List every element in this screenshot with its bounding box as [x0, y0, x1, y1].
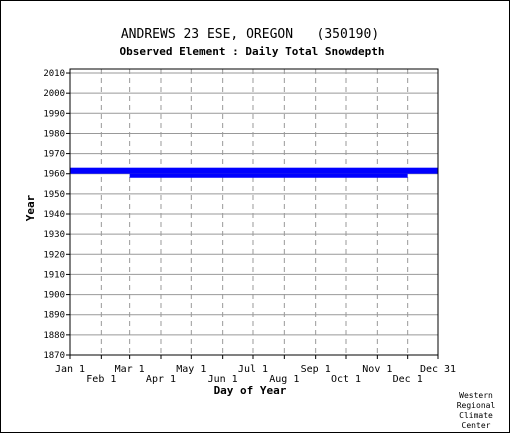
- y-tick-label: 1950: [43, 190, 65, 200]
- credit-line: Center: [462, 421, 491, 430]
- x-tick-label: Jan 1: [55, 364, 85, 375]
- credit-line: Regional: [457, 401, 496, 410]
- data-bar: [70, 167, 438, 174]
- y-tick-label: 1890: [43, 311, 65, 321]
- y-tick-label: 2000: [43, 89, 65, 99]
- data-bar: [129, 173, 408, 178]
- grid: [70, 69, 438, 356]
- x-tick-label: Aug 1: [269, 374, 299, 385]
- x-tick-label: May 1: [176, 364, 206, 375]
- y-tick-label: 1920: [43, 250, 65, 260]
- data-bars: [70, 167, 438, 178]
- x-tick-label: Dec 31: [420, 364, 456, 375]
- x-tick-label: Nov 1: [362, 364, 392, 375]
- y-tick-label: 1970: [43, 150, 65, 160]
- x-tick-label: Dec 1: [393, 374, 423, 385]
- plot-area: [69, 68, 439, 356]
- y-tick-label: 1990: [43, 109, 65, 119]
- x-axis-label: Day of Year: [214, 384, 287, 397]
- y-tick-label: 1910: [43, 270, 65, 280]
- y-tick-label: 1980: [43, 129, 65, 139]
- x-tick-label: Oct 1: [331, 374, 361, 385]
- y-tick-label: 1960: [43, 170, 65, 180]
- y-tick-label: 1930: [43, 230, 65, 240]
- x-tick-label: Apr 1: [146, 374, 176, 385]
- chart-title: ANDREWS 23 ESE, OREGON (350190): [121, 27, 379, 42]
- chart-subtitle: Observed Element : Daily Total Snowdepth: [120, 45, 385, 58]
- y-tick-label: 1870: [43, 351, 65, 361]
- x-tick-label: Feb 1: [86, 374, 116, 385]
- credit-block: Western Regional Climate Center: [457, 391, 496, 430]
- y-tick-label: 1900: [43, 291, 65, 301]
- credit-line: Climate: [459, 411, 493, 420]
- x-tick-label: Mar 1: [115, 364, 145, 375]
- x-tick-label: Sep 1: [301, 364, 331, 375]
- x-tick-label: Jul 1: [238, 364, 268, 375]
- credit-line: Western: [459, 391, 493, 400]
- x-axis-ticks: Jan 1 Mar 1 May 1 Jul 1 Sep 1 Nov 1 Dec 31 Feb …: [55, 355, 456, 385]
- y-axis-label: Year: [24, 194, 37, 221]
- y-tick-label: 2010: [43, 69, 65, 79]
- y-axis-ticks: 1870 1880 1890 1900 1910 1920 1930 1940 1950 1960…: [43, 69, 70, 361]
- y-tick-label: 1940: [43, 210, 65, 220]
- x-tick-label: Jun 1: [208, 374, 238, 385]
- y-tick-label: 1880: [43, 331, 65, 341]
